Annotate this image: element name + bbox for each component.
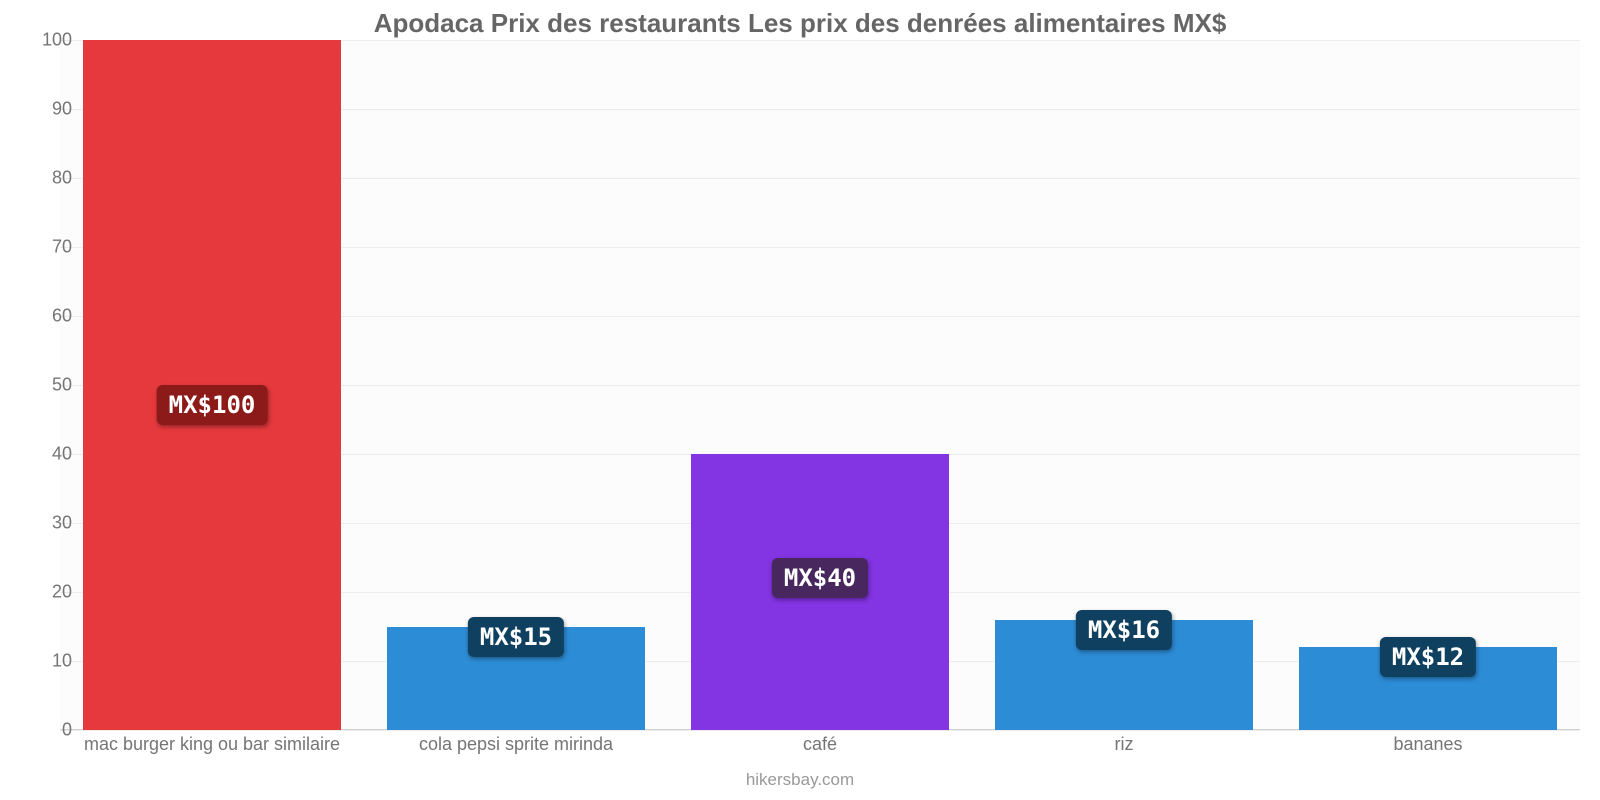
ytick-label: 60 <box>22 306 72 327</box>
credit-text: hikersbay.com <box>0 770 1600 790</box>
ytick-label: 90 <box>22 99 72 120</box>
xtick-label: bananes <box>1393 734 1462 755</box>
gridline <box>60 730 1580 731</box>
xtick-label: café <box>803 734 837 755</box>
ytick-label: 50 <box>22 375 72 396</box>
chart-title: Apodaca Prix des restaurants Les prix de… <box>0 8 1600 39</box>
ytick-label: 10 <box>22 651 72 672</box>
value-badge: MX$100 <box>157 385 268 425</box>
plot-area: MX$100 MX$15 MX$40 MX$16 MX$12 <box>60 40 1580 730</box>
ytick-label: 30 <box>22 513 72 534</box>
chart-container: Apodaca Prix des restaurants Les prix de… <box>0 0 1600 800</box>
ytick-label: 40 <box>22 444 72 465</box>
value-badge: MX$40 <box>772 558 868 598</box>
ytick-label: 80 <box>22 168 72 189</box>
ytick-label: 70 <box>22 237 72 258</box>
value-badge: MX$16 <box>1076 610 1172 650</box>
ytick-label: 0 <box>22 720 72 741</box>
ytick-label: 20 <box>22 582 72 603</box>
value-badge: MX$15 <box>468 617 564 657</box>
ytick-label: 100 <box>22 30 72 51</box>
value-badge: MX$12 <box>1380 637 1476 677</box>
xtick-label: riz <box>1115 734 1134 755</box>
xtick-label: cola pepsi sprite mirinda <box>419 734 613 755</box>
xtick-label: mac burger king ou bar similaire <box>84 734 340 755</box>
